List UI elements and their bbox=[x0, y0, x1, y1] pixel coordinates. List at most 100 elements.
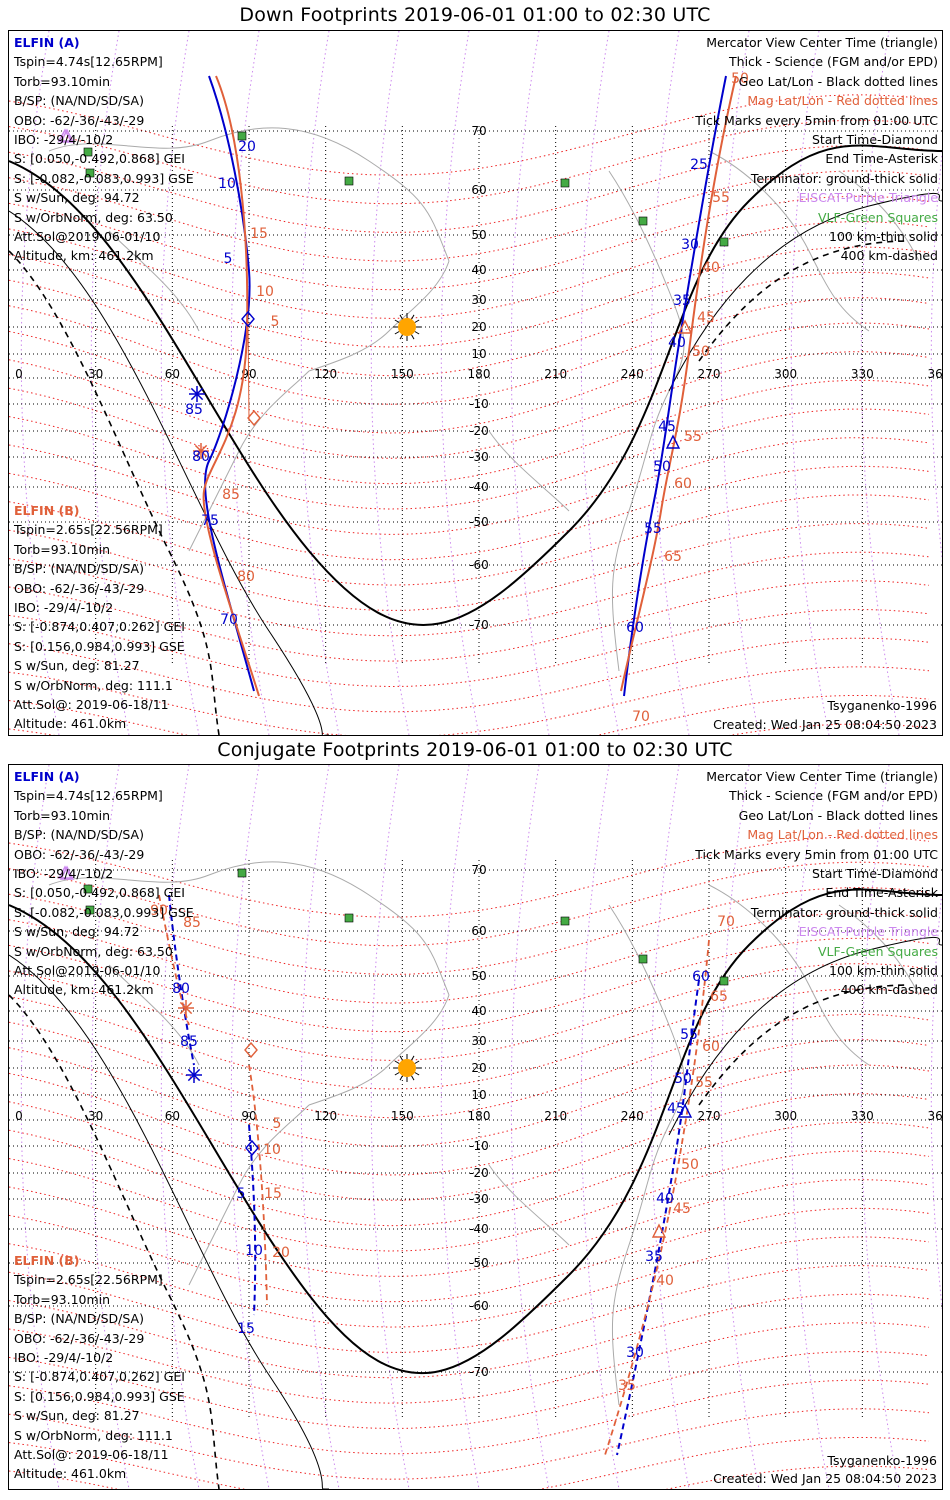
green-square-icon bbox=[344, 913, 354, 923]
info-line: S w/Sun, deg: 94.72 bbox=[14, 924, 140, 940]
axis-labels: 0 30 60 90 120 150 180 210 240 270 300 330 360 70 60 50… bbox=[15, 863, 942, 1379]
terminators bbox=[9, 144, 942, 735]
mag-lon-line bbox=[90, 765, 130, 1489]
info-line: S: [-0.874,0.407,0.262] GEI bbox=[14, 1369, 185, 1385]
mag-lat-line bbox=[9, 1207, 930, 1303]
elfin-b-tick-label: 50 bbox=[731, 71, 749, 87]
mag-lat-line bbox=[9, 580, 930, 662]
lat-tick-label: -70 bbox=[469, 618, 489, 632]
triangle-icon bbox=[677, 319, 693, 334]
lat-tick-label: -20 bbox=[469, 424, 489, 438]
legend-item: Thick - Science (FGM and/or EPD) bbox=[729, 788, 938, 804]
info-line: B/SP: (NA/ND/SD/SA) bbox=[14, 561, 144, 577]
elfin-b-tick-label: 90 bbox=[150, 903, 168, 919]
lat-tick-label: 70 bbox=[471, 124, 486, 138]
sun-ray bbox=[414, 1060, 420, 1064]
elfin-b-tick-label: 45 bbox=[673, 1201, 691, 1217]
sun-icon bbox=[393, 1054, 421, 1082]
elfin-b-label: ELFIN (B) bbox=[14, 1253, 80, 1268]
elfin-b-label: ELFIN (B) bbox=[14, 503, 80, 518]
coastline bbox=[708, 150, 870, 332]
legend-item: Geo Lat/Lon - Black dotted lines bbox=[738, 73, 938, 89]
elfin-a-tick-label: 5 bbox=[237, 1186, 246, 1202]
terminators bbox=[9, 888, 942, 1489]
elfin-b-track bbox=[202, 75, 260, 697]
elfin-a-tick-label: 35 bbox=[673, 293, 691, 309]
elfin-b-info: ELFIN (B) Tspin=2.65s[22.56RPM] Torb=93.1… bbox=[14, 501, 185, 734]
asterisk-icon bbox=[186, 1067, 202, 1083]
info-line: S w/Sun, deg: 94.72 bbox=[14, 190, 140, 206]
lon-tick-label: 270 bbox=[698, 1109, 721, 1123]
asterisk-stroke bbox=[194, 444, 208, 458]
mag-lat-line bbox=[9, 145, 930, 233]
lat-tick-label: -60 bbox=[469, 558, 489, 572]
panel-title-conjugate: Conjugate Footprints 2019-06-01 01:00 to… bbox=[217, 739, 733, 761]
lat-tick-label: 30 bbox=[471, 1034, 486, 1048]
mag-lat-line bbox=[9, 1121, 930, 1227]
lon-tick-label: 240 bbox=[621, 367, 644, 381]
elfin-a-track bbox=[204, 75, 255, 692]
elfin-b-tick-label: 55 bbox=[695, 1075, 713, 1091]
elfin-a-info: ELFIN (A) Tspin=4.74s[12.65RPM] Torb=93.1… bbox=[14, 767, 194, 1000]
legend-item: End Time-Asterisk bbox=[825, 151, 938, 167]
terminator-ground bbox=[9, 144, 942, 626]
mag-lon-line bbox=[650, 765, 690, 1489]
elfin-b-tick-label: 70 bbox=[717, 914, 735, 930]
coastline bbox=[608, 904, 685, 1406]
info-line: S w/OrbNorm, deg: 63.50 bbox=[14, 943, 173, 959]
info-line: OBO: -62/-36/-43/-29 bbox=[14, 1330, 145, 1346]
legend-item: Geo Lat/Lon - Black dotted lines bbox=[738, 807, 938, 823]
elfin-a-lines: Tspin=4.74s[12.65RPM] Torb=93.10min B/SP: … bbox=[14, 52, 194, 265]
info-line: Altitude: 461.0km bbox=[14, 716, 127, 732]
lat-tick-label: 10 bbox=[471, 1088, 486, 1102]
coastline bbox=[608, 170, 685, 672]
mag-lon-line bbox=[20, 765, 60, 1489]
coastline bbox=[838, 904, 920, 996]
mag-lat-line bbox=[9, 322, 930, 434]
lat-tick-label: -20 bbox=[469, 1166, 489, 1180]
elfin-b-tick-label: 50 bbox=[692, 344, 710, 360]
mag-lat-line bbox=[9, 912, 930, 1004]
lat-tick-label: -50 bbox=[469, 515, 489, 529]
sun-disk bbox=[398, 1059, 416, 1077]
asterisk-stroke bbox=[179, 1001, 193, 1015]
green-square-icon bbox=[638, 216, 648, 226]
lat-tick-label: 20 bbox=[471, 1061, 486, 1075]
legend-item: Tick Marks every 5min from 01:00 UTC bbox=[695, 846, 938, 862]
sun-ray bbox=[411, 1075, 415, 1081]
triangle-icon bbox=[677, 1103, 693, 1118]
info-line: S w/Sun, deg: 81.27 bbox=[14, 658, 140, 674]
lon-tick-label: 150 bbox=[391, 367, 414, 381]
lon-tick-label: 210 bbox=[544, 1109, 567, 1123]
elfin-b-tick-label: 20 bbox=[272, 1245, 290, 1261]
green-square-icon bbox=[83, 884, 93, 894]
mag-lat-line bbox=[9, 836, 930, 918]
elfin-a-tick-label: 55 bbox=[644, 521, 662, 537]
mag-lat-line bbox=[9, 379, 930, 485]
info-line: S: [-0.874,0.407,0.262] GEI bbox=[14, 619, 185, 635]
panel-title-down: Down Footprints 2019-06-01 01:00 to 02:3… bbox=[239, 4, 711, 26]
elfin-a-tick-label: 40 bbox=[668, 335, 686, 351]
triangle-icon bbox=[651, 1223, 667, 1238]
legend-item: Thick - Science (FGM and/or EPD) bbox=[729, 54, 938, 70]
triangle-icon bbox=[59, 865, 75, 880]
lat-tick-label: 60 bbox=[471, 183, 486, 197]
lon-tick-label: 300 bbox=[774, 367, 797, 381]
triangle-icon bbox=[665, 434, 681, 449]
elfin-b-tick-label: 50 bbox=[681, 1157, 699, 1173]
elfin-b-tick-label: 5 bbox=[271, 314, 280, 330]
coastline bbox=[188, 1104, 310, 1286]
eiscat-triangle-icon bbox=[57, 128, 73, 142]
legend-item: Terminator: ground-thick solid bbox=[750, 904, 938, 920]
mag-lat-line bbox=[9, 861, 930, 947]
lat-tick-label: -30 bbox=[469, 1192, 489, 1206]
coastline bbox=[708, 884, 870, 1066]
mag-lon-line bbox=[510, 765, 550, 1489]
lat-tick-label: 50 bbox=[471, 228, 486, 242]
mag-lat-line bbox=[9, 297, 930, 405]
lon-tick-label: 0 bbox=[15, 1109, 23, 1123]
elfin-b-tick-label: 15 bbox=[250, 226, 268, 242]
green-square-icon bbox=[83, 147, 93, 157]
elfin-a-track-east bbox=[623, 75, 727, 697]
info-line: IBO: -29/4/-10/2 bbox=[14, 132, 114, 148]
